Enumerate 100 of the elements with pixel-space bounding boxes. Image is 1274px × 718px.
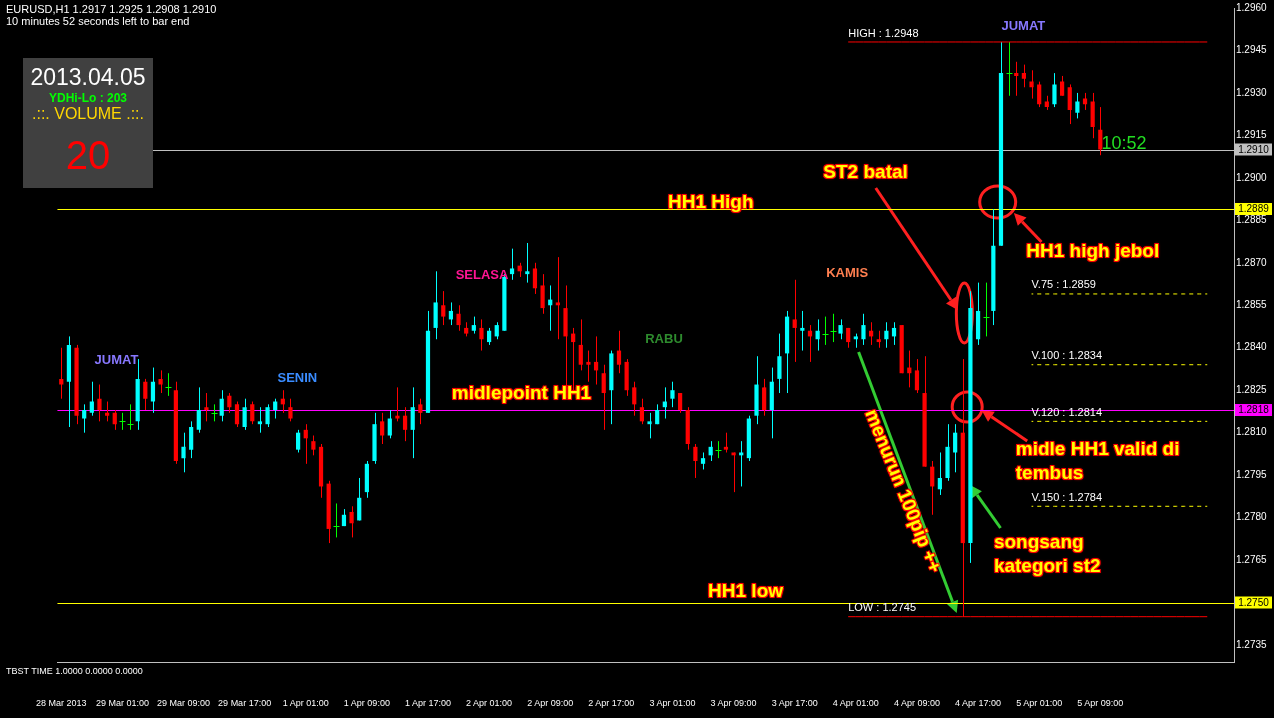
- y-tick-label: 1.2840: [1236, 341, 1268, 353]
- x-tick-label: 4 Apr 17:00: [955, 697, 1002, 708]
- y-tick-label: 1.2900: [1236, 171, 1268, 183]
- x-tick-label: 2 Apr 09:00: [527, 697, 574, 708]
- candlestick: [525, 242, 530, 284]
- x-tick-label: 4 Apr 01:00: [832, 697, 879, 708]
- annotation: HH1 High: [668, 191, 754, 213]
- y-tick-label: 1.2765: [1236, 553, 1268, 565]
- x-tick-label: 28 Mar 2013: [36, 697, 87, 708]
- candlestick: [211, 403, 218, 422]
- candlestick: [227, 392, 232, 414]
- text: TBST TIME 1.0000 0.0000 0.0000: [6, 666, 143, 676]
- candlestick: [143, 378, 148, 411]
- candlestick: [1075, 92, 1080, 119]
- candlestick: [953, 423, 958, 473]
- ref-line-label: 1.2818: [1238, 404, 1270, 416]
- x-tick-label: 3 Apr 01:00: [649, 697, 696, 708]
- candlestick: [196, 386, 201, 434]
- candlestick: [830, 313, 837, 343]
- candlestick: [257, 406, 263, 434]
- candlestick: [983, 282, 990, 337]
- candlestick: [800, 310, 805, 352]
- candlestick: [234, 401, 240, 428]
- x-tick-label: 1 Apr 01:00: [282, 697, 329, 708]
- annotation: HH1 low: [708, 580, 784, 602]
- x-tick-label: 29 Mar 09:00: [156, 697, 211, 708]
- candlestick: [601, 364, 606, 431]
- candlestick: [380, 412, 385, 445]
- candlestick: [1098, 106, 1103, 156]
- y-tick-label: 1.2945: [1236, 44, 1268, 56]
- x-tick-label: 3 Apr 17:00: [771, 697, 818, 708]
- candlestick: [715, 440, 722, 459]
- annotation: 20: [64, 133, 112, 178]
- annotation: midlepoint HH1: [451, 382, 592, 404]
- candlestick: [937, 451, 942, 496]
- candlestick: [265, 403, 270, 428]
- x-tick-label: 4 Apr 09:00: [893, 697, 940, 708]
- candlestick: [822, 316, 829, 346]
- y-tick-label: 1.2855: [1236, 299, 1268, 311]
- annotation: SENIN: [277, 370, 318, 385]
- candlestick: [395, 386, 400, 422]
- candlestick: [288, 398, 293, 422]
- candlestick: [632, 381, 637, 417]
- candlestick: [555, 256, 560, 340]
- y-tick-label: 1.2810: [1236, 426, 1268, 438]
- candlestick: [357, 477, 362, 521]
- x-tick-label: 29 Mar 17:00: [218, 697, 272, 708]
- candlestick: [930, 460, 935, 516]
- annotation: KAMIS: [826, 265, 869, 280]
- candlestick: [1052, 72, 1057, 108]
- candlestick: [1029, 69, 1034, 100]
- candlestick: [616, 330, 622, 374]
- series-label: V.150 : 1.2784: [1031, 490, 1103, 503]
- candlestick: [89, 381, 94, 417]
- x-tick-label: 5 Apr 01:00: [1016, 697, 1063, 708]
- y-tick-label: 1.2915: [1236, 129, 1268, 141]
- candlestick: [540, 273, 545, 315]
- annotation: 2013.04.05: [29, 64, 147, 91]
- candlestick: [647, 412, 652, 439]
- candlestick: [59, 347, 64, 400]
- candlestick: [456, 304, 461, 332]
- annotation: midle HH1 valid di tembus: [1015, 437, 1181, 485]
- candlestick: [914, 358, 920, 394]
- candlestick: [731, 451, 736, 493]
- candlestick: [204, 392, 209, 422]
- annotation: 10 minutes 52 seconds left to bar end: [6, 15, 190, 27]
- candlestick: [1021, 64, 1026, 88]
- candlestick: [1037, 81, 1042, 108]
- candlestick: [861, 313, 866, 346]
- candlestick: [181, 432, 186, 473]
- candlestick: [678, 392, 683, 414]
- candlestick: [105, 401, 110, 422]
- y-tick-label: 1.2780: [1236, 511, 1268, 523]
- candlestick: [311, 435, 316, 456]
- candlestick: [441, 290, 446, 326]
- candlestick: [165, 372, 172, 397]
- candlestick: [586, 350, 591, 383]
- annotation: .::. VOLUME .::.: [31, 105, 145, 123]
- y-tick-label: 1.2825: [1236, 383, 1268, 395]
- ref-line-label: 1.2750: [1238, 596, 1270, 608]
- x-tick-label: 1 Apr 09:00: [343, 697, 390, 708]
- candlestick: [509, 248, 515, 281]
- candlestick: [158, 369, 163, 394]
- candlestick: [410, 386, 415, 459]
- candlestick: [119, 412, 126, 431]
- ref-line-label: 1.2910: [1238, 143, 1270, 155]
- candlestick: [838, 318, 843, 340]
- x-tick-label: 2 Apr 01:00: [466, 697, 513, 708]
- y-tick-label: 1.2885: [1236, 214, 1268, 226]
- candlestick: [333, 502, 340, 538]
- candlestick: [418, 398, 423, 425]
- y-tick-label: 1.2930: [1236, 86, 1268, 98]
- candlestick: [127, 403, 134, 431]
- candlestick: [387, 409, 392, 439]
- y-tick-label: 1.2795: [1236, 468, 1268, 480]
- annotation: SELASA: [455, 267, 509, 282]
- y-tick-label: 1.2960: [1236, 1, 1268, 13]
- series-label: HIGH : 1.2948: [848, 26, 919, 39]
- candlestick: [670, 381, 675, 408]
- candlestick: [82, 403, 87, 434]
